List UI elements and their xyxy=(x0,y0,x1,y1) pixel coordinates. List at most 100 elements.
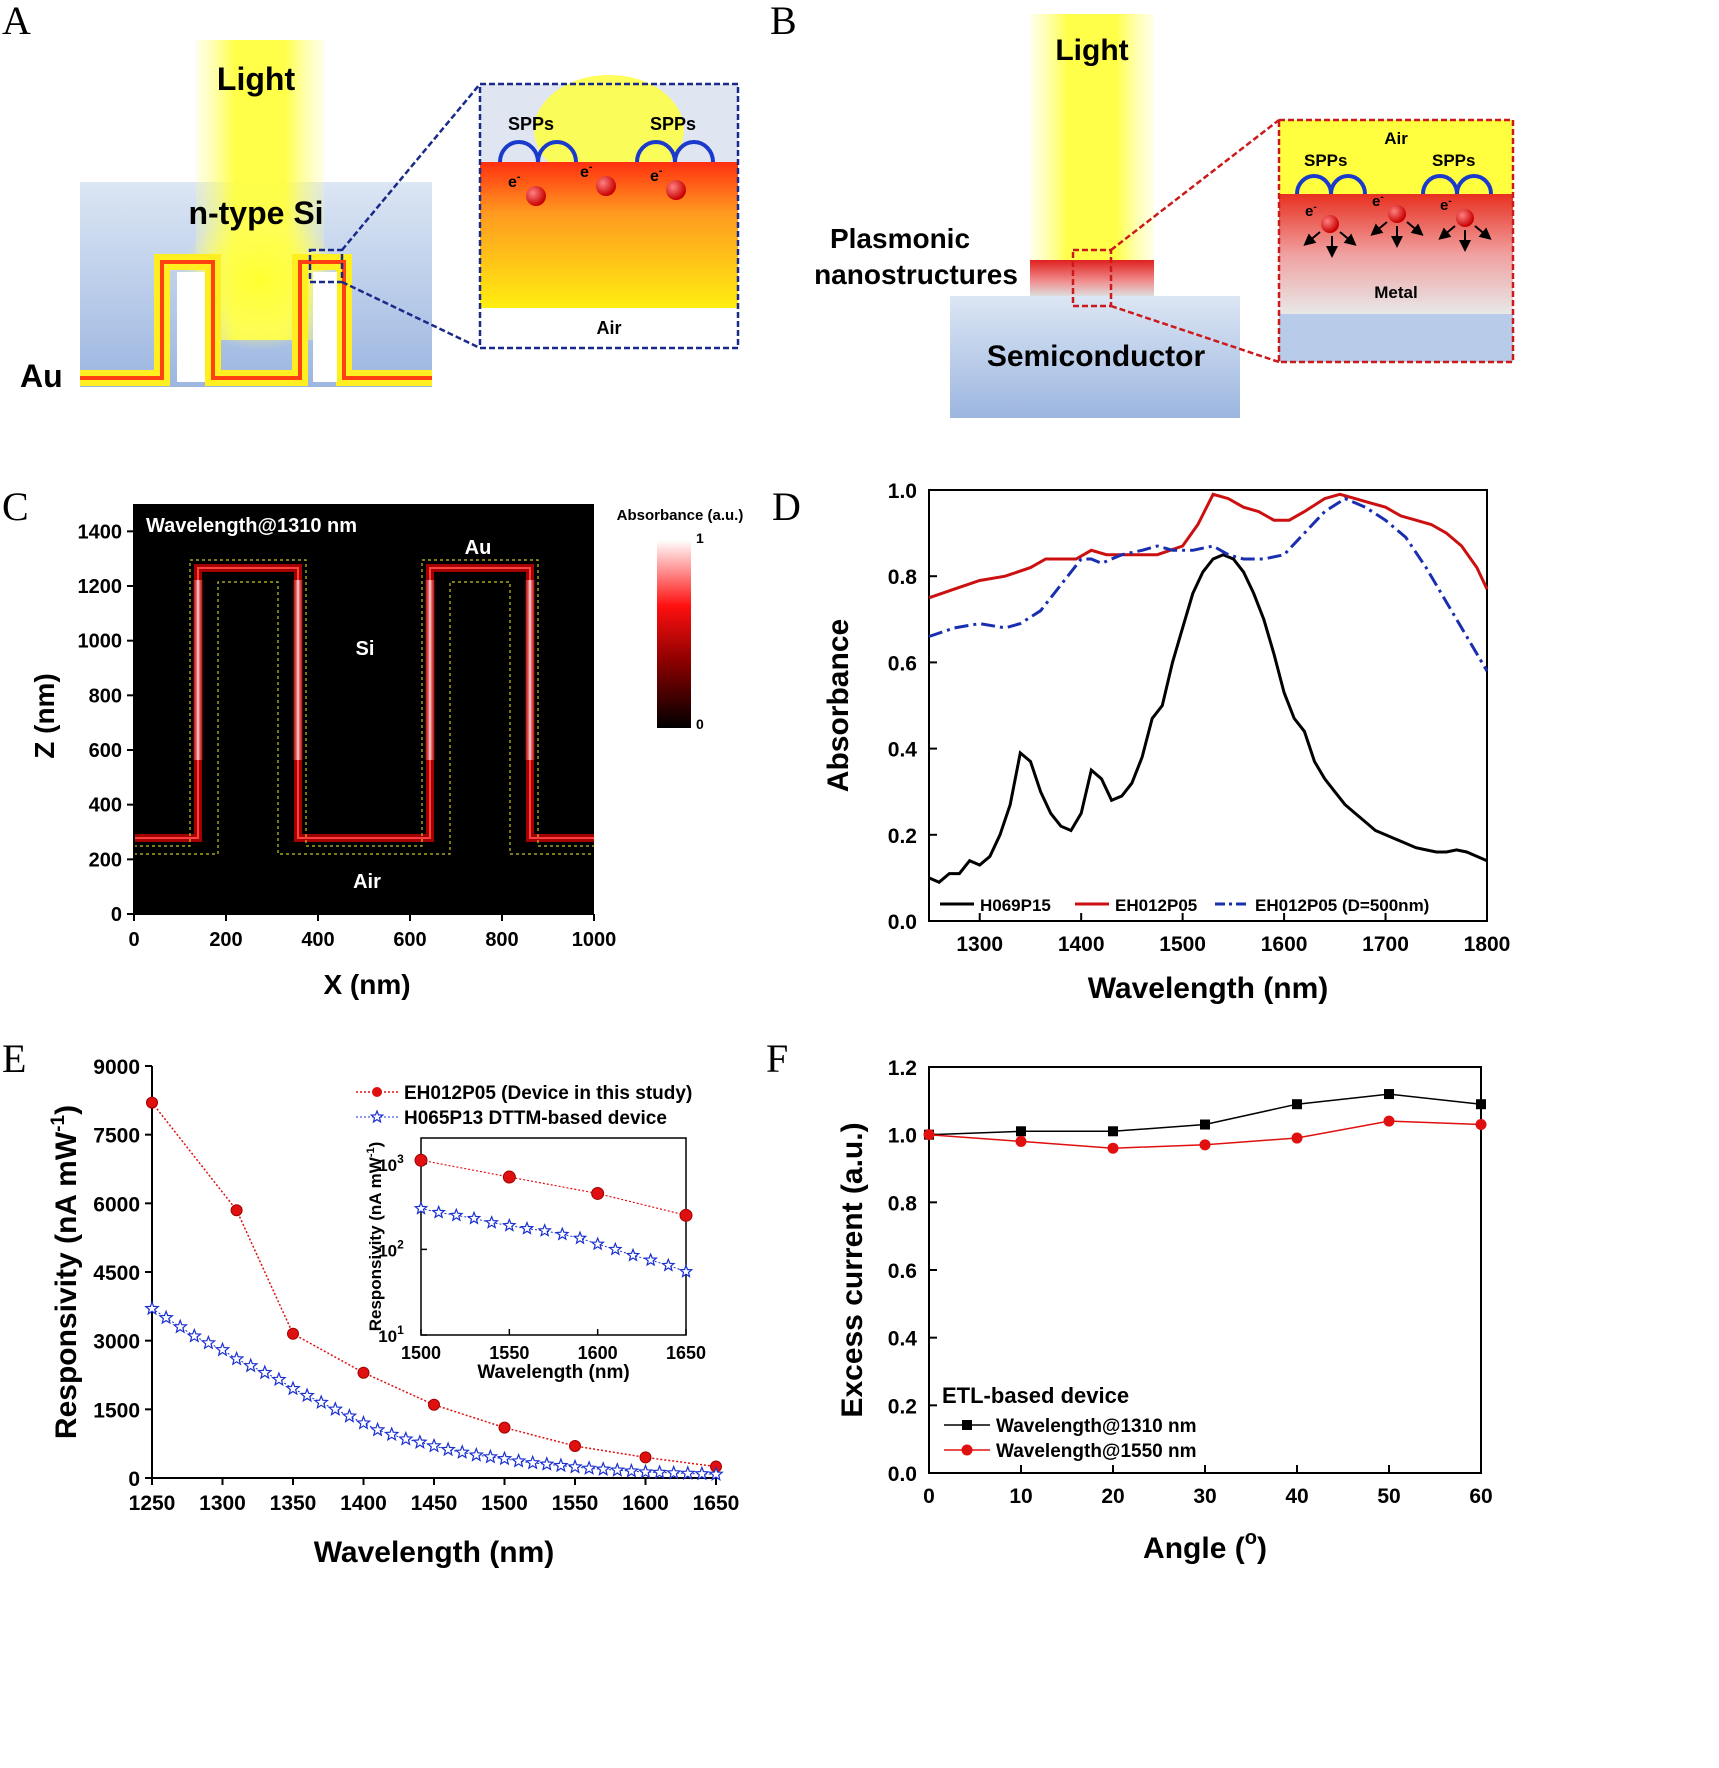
chart-e: 1250 1300 1350 1400 1450 1500 1550 1600 1650 0 150… xyxy=(48,1056,739,1569)
air-label: Air xyxy=(596,318,621,338)
e-point-star xyxy=(496,1450,513,1466)
electron-b-2 xyxy=(1388,205,1406,223)
c-x-tick-label: 800 xyxy=(485,929,518,951)
e-inset-point-red xyxy=(502,1170,516,1184)
zoom-line-bottom xyxy=(341,280,481,350)
zoom-box xyxy=(308,248,344,284)
d-y-tick-label: 0.4 xyxy=(888,739,918,762)
e-point-red xyxy=(357,1366,370,1379)
e-inset-point-star xyxy=(590,1236,605,1251)
e-point-star xyxy=(595,1461,611,1476)
e-point-star xyxy=(440,1441,456,1457)
c-y-tick-label: 1200 xyxy=(78,576,123,598)
f-point-square xyxy=(1108,1126,1118,1137)
d-x-tick-label: 1500 xyxy=(1159,933,1206,956)
panel-e: E 1250 1300 1350 1400 1450 1500 1550 1600 165001… xyxy=(2,1036,739,1569)
e-point-star xyxy=(567,1458,583,1474)
d-legend-label: EH012P05 (D=500nm) xyxy=(1255,896,1429,915)
f-x-tick-label: 60 xyxy=(1469,1485,1492,1508)
f-point-circle xyxy=(1107,1142,1119,1154)
f-point-square xyxy=(1200,1119,1210,1130)
colorbar-max: 1 xyxy=(696,530,704,546)
c-x-tick-label: 400 xyxy=(301,929,334,951)
e-inset-line-2 xyxy=(420,1208,687,1273)
si-label: n-type Si xyxy=(188,195,323,231)
e-point-star xyxy=(454,1444,470,1459)
c-xlabel: X (nm) xyxy=(323,969,410,1000)
heatmap-area xyxy=(134,504,594,914)
e-point-star xyxy=(609,1461,626,1477)
e-point-star xyxy=(623,1462,640,1478)
e-x-tick-label: 1650 xyxy=(693,1492,740,1515)
e-inset-point-star xyxy=(608,1241,623,1256)
e-inset-point-red xyxy=(591,1186,605,1200)
f-xlabel: Angle (o) xyxy=(1143,1527,1267,1565)
e-inset-point-red xyxy=(414,1153,428,1167)
f-legend-title: ETL-based device xyxy=(942,1383,1129,1408)
e-inset-ylabel: Responsivity (nA mW-1) xyxy=(365,1142,385,1332)
e-x-tick-label: 1400 xyxy=(340,1492,387,1515)
e-point-star xyxy=(369,1421,386,1437)
e-x-tick-label: 1350 xyxy=(270,1492,317,1515)
air-gap-2 xyxy=(313,272,337,382)
e-inset-x-tick-label: 1550 xyxy=(489,1343,529,1363)
electron-label-1: e- xyxy=(508,171,521,191)
e-point-star xyxy=(524,1454,541,1470)
f-x-tick-label: 10 xyxy=(1009,1485,1032,1508)
f-y-tick-label: 0.6 xyxy=(888,1260,917,1283)
chart-f: 0 10 20 30 40 50 60 0.0 0.2 0.4 0.6 0.8 1.0 1.2 Angle … xyxy=(836,1057,1493,1565)
heatmap-axes: 0 200 400 600 800 1000 0 200 400 600 800 1000 1200 14… xyxy=(78,504,616,951)
e-point-star xyxy=(327,1401,344,1416)
colorbar xyxy=(657,540,691,728)
e-y-tick-label: 0 xyxy=(128,1468,140,1491)
e-inset-point-star xyxy=(572,1230,588,1245)
panel-c-label: C xyxy=(2,484,29,529)
c-y-tick-label: 1000 xyxy=(78,631,123,653)
e-point-star xyxy=(637,1463,654,1479)
e-ylabel: Responsivity (nA mW-1) xyxy=(48,1105,83,1439)
d-series-line-1 xyxy=(928,553,1488,884)
panel-d-label: D xyxy=(772,484,801,529)
c-y-tick-label: 800 xyxy=(89,685,122,707)
c-x-tick-label: 200 xyxy=(209,929,242,951)
e-inset-y-tick-label: 101 xyxy=(378,1323,404,1346)
e-x-tick-label: 1600 xyxy=(622,1492,669,1515)
e-y-tick-label: 1500 xyxy=(93,1399,140,1422)
au-label: Au xyxy=(20,358,63,394)
e-inset-line-1 xyxy=(420,1159,687,1216)
spp-wave-left xyxy=(498,140,578,163)
f-point-square xyxy=(1292,1099,1302,1110)
f-x-tick-label: 20 xyxy=(1101,1485,1124,1508)
e-inset-xlabel: Wavelength (nm) xyxy=(477,1362,629,1383)
e-inset-point-star xyxy=(555,1226,570,1241)
e-legend-swatch-marker xyxy=(369,1109,385,1124)
e-x-tick-label: 1550 xyxy=(552,1492,599,1515)
air-label-b: Air xyxy=(1384,129,1408,148)
e-point-star xyxy=(200,1334,217,1350)
panel-d: D 1300 1400 1500 1600 1700 1800 0.0 0.2 0.4 0.6 0.… xyxy=(772,480,1510,1005)
e-point-star xyxy=(539,1456,555,1471)
colorbar-title: Absorbance (a.u.) xyxy=(617,507,744,524)
e-point-star xyxy=(553,1457,569,1473)
d-y-tick-label: 0.2 xyxy=(888,825,917,848)
e-series-line-1 xyxy=(151,1102,717,1468)
spp-wave-right-b xyxy=(1421,174,1493,195)
e-x-tick-label: 1300 xyxy=(199,1492,246,1515)
e-point-star xyxy=(426,1437,442,1453)
e-inset-point-star xyxy=(519,1220,535,1235)
spp-label-right-b: SPPs xyxy=(1432,151,1475,170)
f-legend-swatch-marker xyxy=(962,1420,972,1430)
f-point-square xyxy=(1384,1089,1394,1100)
d-y-tick-label: 0.6 xyxy=(888,652,917,675)
e-point-star xyxy=(341,1408,358,1423)
light-label: Light xyxy=(217,61,296,97)
e-point-red xyxy=(498,1421,511,1434)
plasmonic-label-2: nanostructures xyxy=(814,259,1018,290)
f-point-square xyxy=(1016,1126,1026,1137)
e-point-star xyxy=(581,1460,597,1475)
panel-a-label: A xyxy=(2,0,31,43)
e-inset-point-star xyxy=(431,1204,446,1219)
f-y-tick-label: 0.0 xyxy=(888,1463,917,1486)
e-point-star xyxy=(242,1357,259,1373)
d-ylabel: Absorbance xyxy=(822,619,855,792)
